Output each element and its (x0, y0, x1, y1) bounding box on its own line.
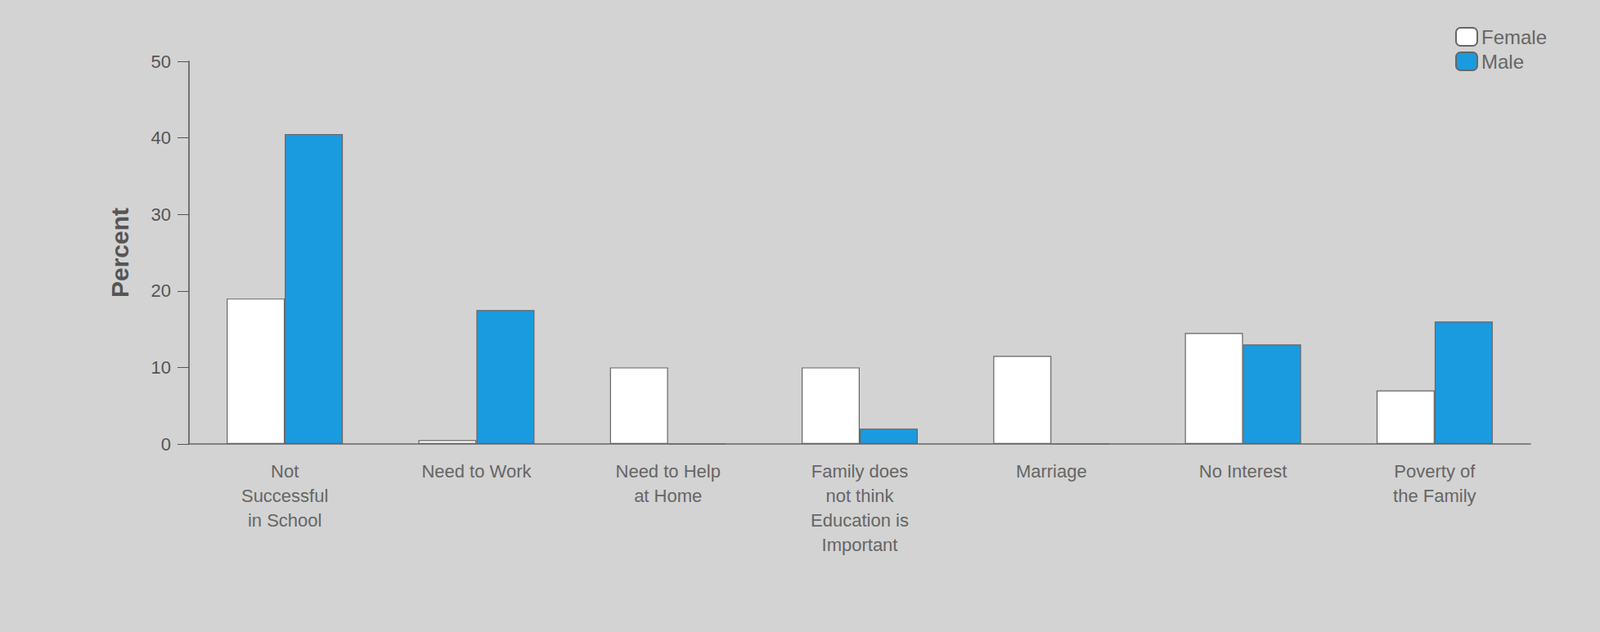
svg-text:No Interest: No Interest (1199, 461, 1288, 482)
svg-text:Male: Male (1481, 50, 1524, 73)
svg-text:Family does: Family does (811, 461, 909, 482)
svg-text:not think: not think (825, 485, 895, 507)
svg-text:40: 40 (151, 127, 171, 149)
svg-text:in School: in School (247, 510, 323, 531)
svg-text:Female: Female (1481, 26, 1547, 49)
svg-text:Not: Not (270, 461, 299, 482)
svg-text:Need to Help: Need to Help (615, 461, 721, 482)
svg-text:Education is: Education is (810, 510, 909, 531)
svg-text:Successful: Successful (241, 485, 329, 507)
svg-text:Important: Important (822, 534, 899, 556)
svg-text:30: 30 (151, 204, 171, 225)
svg-text:0: 0 (161, 434, 171, 455)
svg-text:Poverty of: Poverty of (1393, 461, 1476, 482)
svg-text:the Family: the Family (1393, 485, 1476, 507)
svg-text:20: 20 (151, 280, 171, 302)
svg-text:Percent: Percent (106, 207, 134, 298)
svg-text:10: 10 (151, 357, 171, 378)
svg-text:at Home: at Home (633, 485, 702, 507)
svg-text:Need to Work: Need to Work (421, 461, 532, 482)
svg-text:Marriage: Marriage (1015, 461, 1088, 482)
svg-text:50: 50 (151, 51, 171, 72)
